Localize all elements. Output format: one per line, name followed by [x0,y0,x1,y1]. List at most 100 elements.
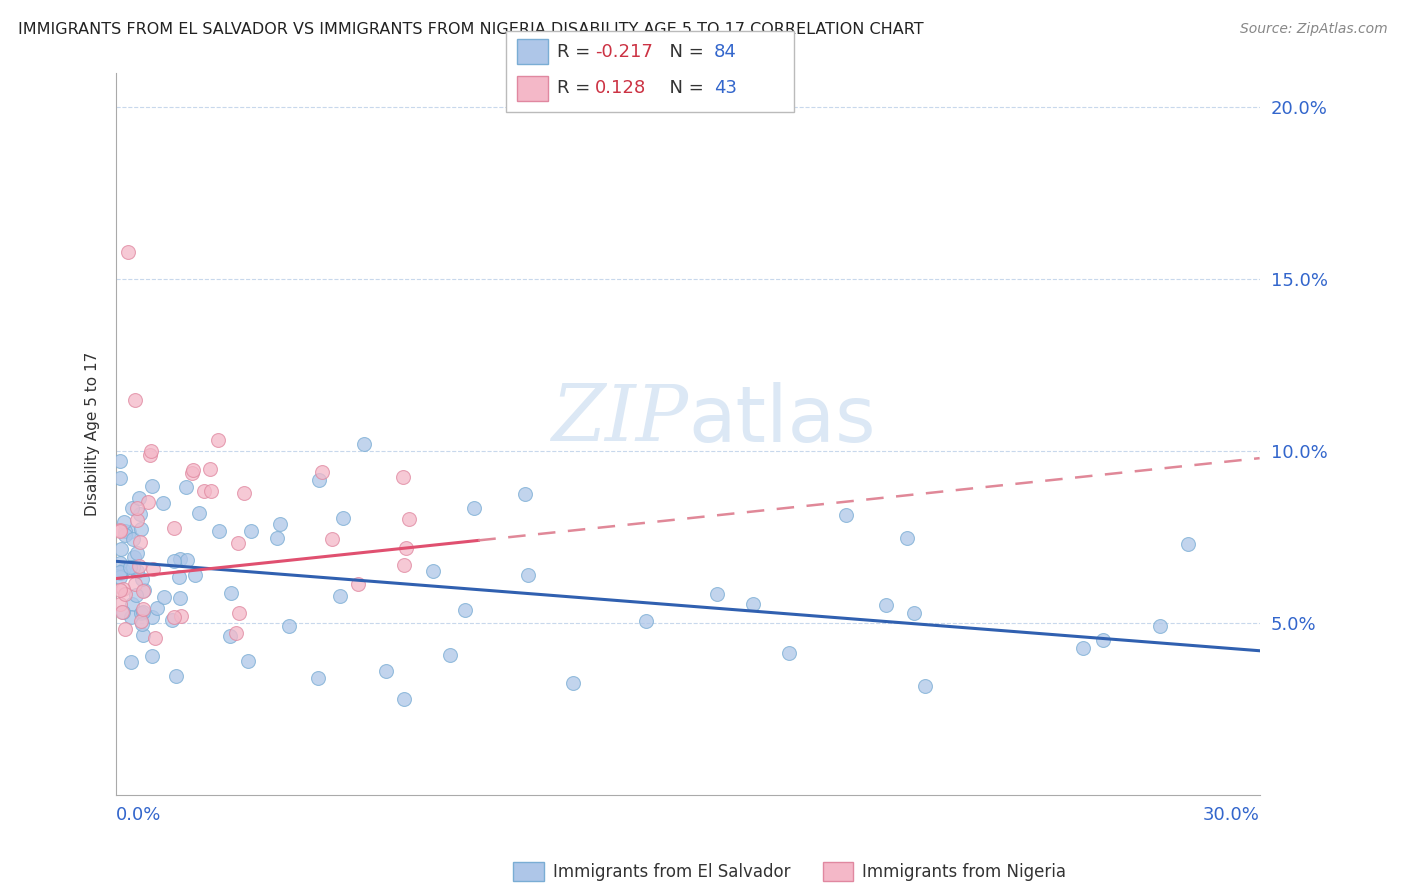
Point [1071,640,1094,655]
Point [226,536,249,550]
Point [131,617,153,632]
Point [139,444,162,458]
Point [122,533,145,547]
Point [200,484,222,499]
Text: IMMIGRANTS FROM EL SALVADOR VS IMMIGRANTS FROM NIGERIA DISABILITY AGE 5 TO 17 CO: IMMIGRANTS FROM EL SALVADOR VS IMMIGRANT… [18,22,924,37]
Point [208,524,231,538]
Point [128,534,150,549]
Point [198,461,221,475]
Point [169,591,191,606]
Point [513,486,536,500]
Point [463,500,485,515]
Point [184,568,207,582]
Point [110,542,132,557]
Point [269,517,291,532]
Point [170,608,193,623]
Point [141,649,163,664]
Point [165,669,187,683]
Point [1177,537,1199,551]
Point [307,671,329,685]
Point [112,564,135,578]
Point [125,588,148,602]
Text: 0.0%: 0.0% [117,806,162,824]
Point [266,531,288,545]
Point [896,532,918,546]
Text: 0.128: 0.128 [595,79,645,97]
Point [346,576,368,591]
Point [120,655,142,669]
Point [124,577,146,591]
Point [108,597,131,611]
Point [120,560,142,574]
Point [131,572,153,586]
Text: N =: N = [658,43,710,61]
Point [110,566,132,580]
Point [114,623,136,637]
Point [392,558,415,573]
Point [131,522,153,536]
Point [108,566,131,580]
Point [167,570,190,584]
Point [114,527,136,541]
Text: N =: N = [658,79,710,97]
Point [1091,633,1114,648]
Point [174,480,197,494]
Text: Immigrants from El Salvador: Immigrants from El Salvador [553,863,790,881]
Point [188,506,211,520]
Point [163,554,186,568]
Point [114,587,136,601]
Text: Immigrants from Nigeria: Immigrants from Nigeria [862,863,1066,881]
Point [118,525,141,540]
Point [132,606,155,620]
Point [277,619,299,633]
Point [517,567,540,582]
Point [108,524,131,538]
Point [128,507,150,521]
Point [706,587,728,601]
Point [163,609,186,624]
Point [108,570,131,584]
Text: ZIP: ZIP [551,382,688,458]
Point [395,541,418,556]
Point [835,508,858,522]
Point [875,599,897,613]
Y-axis label: Disability Age 5 to 17: Disability Age 5 to 17 [86,352,100,516]
Point [454,603,477,617]
Point [112,516,135,530]
Point [562,676,585,690]
Point [141,479,163,493]
Point [160,613,183,627]
Point [108,470,131,484]
Point [422,565,444,579]
Text: R =: R = [557,79,596,97]
Point [914,679,936,693]
Point [120,610,142,624]
Point [742,597,765,611]
Point [236,654,259,668]
Point [778,646,800,660]
Point [127,546,149,560]
Point [636,614,658,628]
Point [114,524,136,538]
Text: 30.0%: 30.0% [1202,806,1260,824]
Point [132,628,155,642]
Point [181,466,204,480]
Point [321,532,343,546]
Point [193,483,215,498]
Point [122,560,145,574]
Point [112,582,135,596]
Point [219,629,242,643]
Point [125,564,148,578]
Point [138,495,160,509]
Point [125,501,148,516]
Point [146,601,169,615]
Point [128,491,150,505]
Point [233,486,256,500]
Point [108,557,131,571]
Point [903,606,925,620]
Point [152,590,174,604]
Point [308,473,330,487]
Point [121,500,143,515]
Point [311,465,333,479]
Point [108,583,131,598]
